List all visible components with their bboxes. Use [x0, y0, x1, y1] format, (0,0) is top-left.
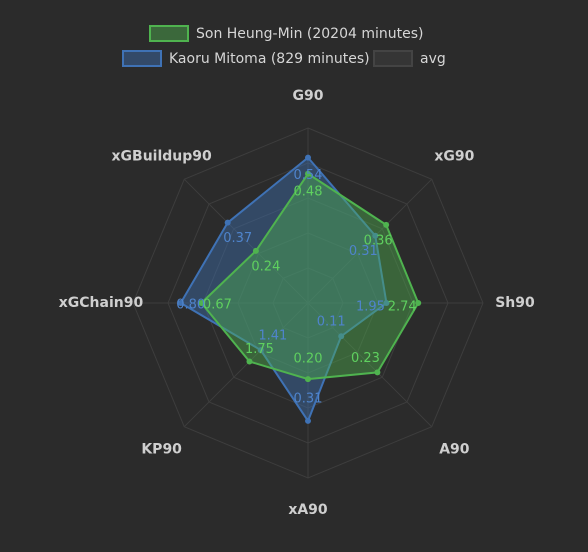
series-layer	[177, 154, 422, 424]
axis-label-xa90: xA90	[288, 502, 328, 518]
series-area-0	[200, 172, 420, 381]
legend-swatch	[373, 50, 413, 67]
legend-swatch	[149, 25, 189, 42]
value-label: 1.75	[245, 342, 274, 357]
value-label: 1.41	[258, 329, 287, 344]
series-point	[374, 369, 381, 376]
value-label: 0.23	[351, 351, 380, 366]
series-point	[383, 300, 390, 306]
series-point	[246, 358, 253, 365]
value-label: 0.36	[364, 233, 393, 248]
series-point	[305, 417, 311, 424]
legend-swatch	[122, 50, 162, 67]
grid-spoke	[307, 302, 433, 428]
series-point	[252, 247, 259, 254]
series-point	[224, 219, 231, 226]
axis-label-xgchain90: xGChain90	[59, 295, 144, 311]
value-label: 0.80	[176, 298, 205, 313]
grid-spoke	[183, 178, 309, 304]
legend-label[interactable]: avg	[420, 51, 446, 67]
value-label: 0.48	[294, 184, 323, 199]
value-label: 0.67	[203, 298, 232, 313]
value-label: 0.11	[317, 315, 346, 330]
value-label: 0.20	[294, 352, 323, 367]
series-point	[383, 221, 390, 228]
value-label: 0.54	[294, 168, 323, 183]
value-label: 1.95	[356, 300, 385, 315]
series-point	[372, 232, 379, 239]
series-point	[305, 376, 311, 383]
legend: Son Heung-Min (20204 minutes) Kaoru Mitom…	[122, 25, 446, 67]
value-label: 0.31	[349, 244, 378, 259]
axis-label-a90: A90	[439, 441, 470, 457]
series-point	[257, 347, 264, 354]
axis-labels: G90 xG90 Sh90 A90 xA90 KP90 xGChain90 xGBuildup…	[59, 88, 535, 518]
series-point	[338, 333, 345, 340]
grid-spoke	[183, 302, 309, 428]
series-point	[305, 170, 311, 177]
value-label: 2.74	[388, 300, 417, 315]
value-label: 0.37	[223, 231, 252, 246]
series-point	[305, 154, 311, 161]
axis-label-xg90: xG90	[434, 149, 474, 165]
axis-label-sh90: Sh90	[495, 295, 535, 311]
grid-spoke	[307, 178, 433, 304]
legend-label[interactable]: Son Heung-Min (20204 minutes)	[196, 26, 423, 42]
series-point	[177, 300, 184, 306]
series-point	[198, 300, 205, 306]
value-labels: 0.48 0.36 2.74 0.23 0.20 1.75 0.67 0.24 0.54 0.31…	[176, 168, 416, 406]
axis-label-kp90: KP90	[141, 441, 182, 457]
axis-label-xgbuildup90: xGBuildup90	[112, 149, 213, 165]
radar-grid	[132, 127, 484, 479]
legend-label[interactable]: Kaoru Mitoma (829 minutes)	[169, 51, 370, 67]
series-point	[415, 300, 422, 306]
value-label: 0.24	[251, 259, 280, 274]
axis-label-g90: G90	[293, 88, 324, 104]
value-label: 0.31	[294, 391, 323, 406]
